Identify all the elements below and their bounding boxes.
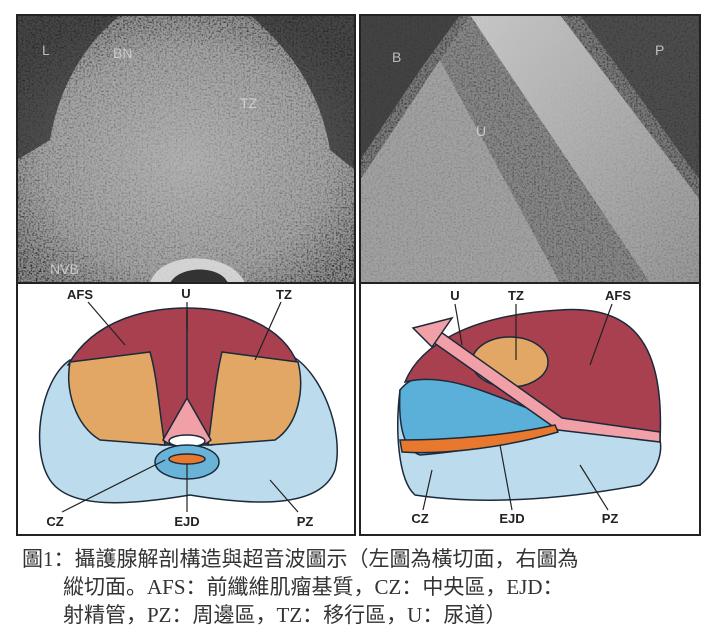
- ultrasound-transverse: [17, 15, 355, 283]
- caption-line: 縱切面。AFS：前纖維肌瘤基質，CZ：中央區，EJD：: [63, 575, 564, 599]
- diagram-label: TZ: [276, 287, 292, 302]
- diagram-label: CZ: [411, 511, 428, 526]
- diagram-label: AFS: [605, 288, 631, 303]
- caption-line: 射精管，PZ：周邊區，TZ：移行區，U：尿道）: [63, 603, 506, 627]
- ultrasound-sagittal: [360, 15, 700, 283]
- diagram-label: EJD: [499, 511, 524, 526]
- us-label: B: [392, 49, 401, 65]
- diagram-sagittal: [397, 303, 662, 511]
- caption-line: 圖1：攝護腺解剖構造與超音波圖示（左圖為橫切面，右圖為: [22, 547, 579, 571]
- diagram-transverse: [38, 301, 338, 513]
- us-label: P: [655, 42, 664, 58]
- diagram-label: U: [181, 286, 190, 301]
- us-label: U: [476, 123, 486, 139]
- diagram-label: PZ: [297, 514, 314, 529]
- diagram-label: EJD: [174, 514, 199, 529]
- us-label: L: [42, 42, 50, 58]
- diagram-label: U: [450, 288, 459, 303]
- us-label: TZ: [240, 95, 258, 111]
- diagram-label: TZ: [508, 288, 524, 303]
- diagram-label: AFS: [67, 287, 93, 302]
- us-label: NVB: [50, 261, 79, 277]
- panel-frame: [359, 282, 701, 536]
- us-label: BN: [113, 45, 132, 61]
- panel-frame: [16, 282, 356, 536]
- diagram-label: PZ: [602, 511, 619, 526]
- diagram-label: CZ: [46, 514, 63, 529]
